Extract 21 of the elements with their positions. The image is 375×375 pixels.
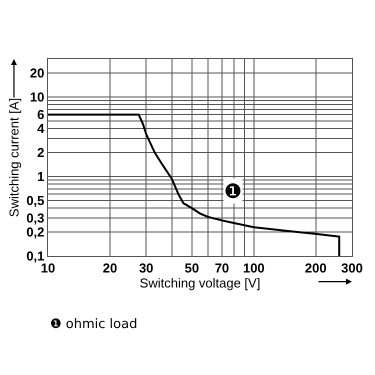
- x-tick-label: 70: [214, 260, 230, 276]
- x-axis-title: Switching voltage [V]: [140, 276, 260, 291]
- text: ❶ ohmic load: [50, 317, 138, 332]
- y-tick-label: 4: [37, 121, 46, 136]
- y-tick-label: 2: [37, 145, 44, 160]
- annotation: ❶: [224, 179, 242, 203]
- y-tick-label: 10: [30, 89, 44, 104]
- x-tick-label: 20: [102, 260, 118, 276]
- y-tick-label: 6: [37, 107, 44, 122]
- y-tick-label: 0,1: [26, 248, 44, 264]
- x-tick-label: 30: [138, 260, 154, 276]
- y-tick-label: 20: [30, 66, 44, 81]
- x-tick-label: 200: [304, 260, 327, 276]
- x-tick-label: 300: [341, 260, 363, 276]
- x-tick-label: 50: [184, 260, 200, 276]
- x-tick-label: 100: [242, 260, 265, 276]
- y-axis-title: Switching current [A]: [6, 98, 22, 218]
- y-tick-label: 1: [37, 169, 44, 184]
- y-tick-label: 0,3: [26, 210, 44, 226]
- y-tick-label: 0,5: [26, 192, 44, 208]
- y-tick-label: 0,2: [26, 224, 44, 240]
